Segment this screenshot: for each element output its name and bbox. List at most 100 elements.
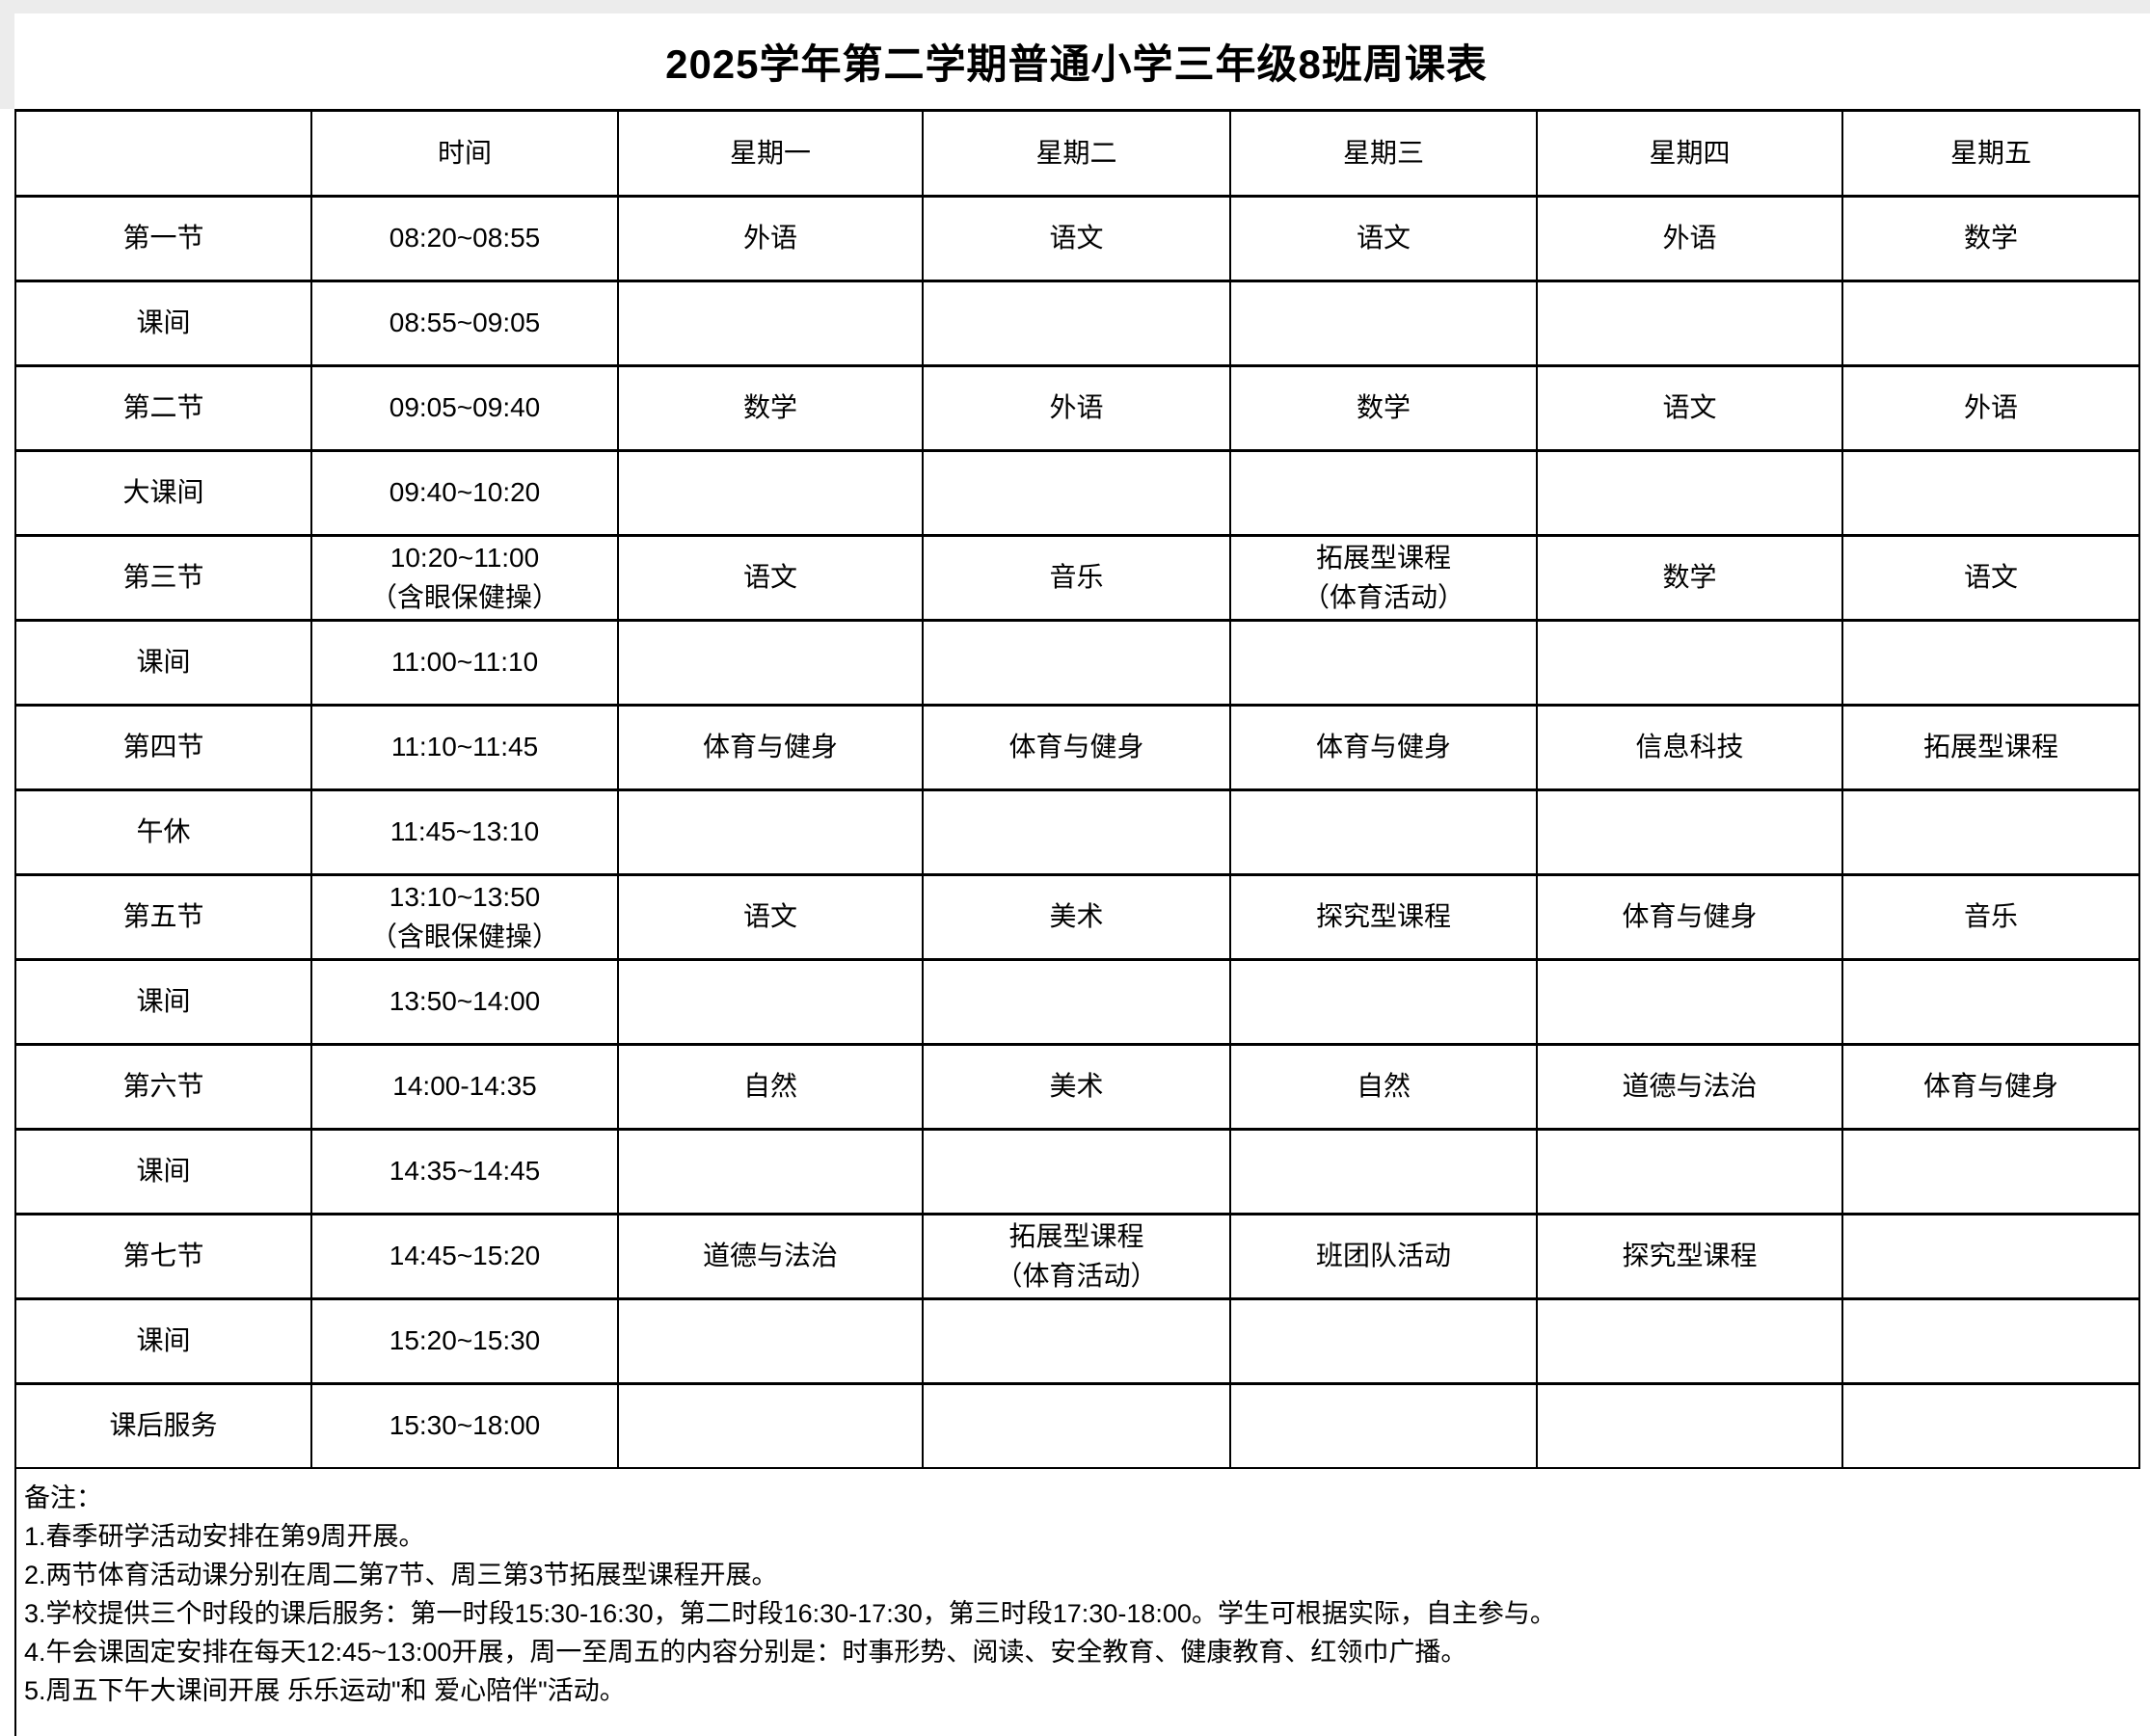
schedule-row: 课后服务 15:30~18:00: [14, 1382, 2140, 1470]
subject-cell: 道德与法治: [617, 1213, 924, 1300]
time-cell: 15:30~18:00: [310, 1382, 619, 1470]
friday-header-cell: 星期五: [1841, 109, 2140, 198]
time-cell: 09:05~09:40: [310, 364, 619, 452]
left-margin-strip: [0, 13, 14, 109]
schedule-row: 第四节 11:10~11:45 体育与健身 体育与健身 体育与健身 信息科技 拓展型课程: [14, 704, 2140, 791]
day-header-row: 时间 星期一 星期二 星期三 星期四 星期五: [14, 109, 2140, 198]
schedule-row: 第一节 08:20~08:55 外语 语文 语文 外语 数学: [14, 195, 2140, 282]
subject-cell: [922, 1297, 1231, 1385]
schedule-row: 课间 13:50~14:00: [14, 958, 2140, 1046]
period-label-cell: 第五节: [14, 873, 312, 961]
top-margin-strip: [0, 0, 2150, 13]
schedule-row: 午休 11:45~13:10: [14, 788, 2140, 876]
subject-cell: 拓展型课程: [1841, 704, 2140, 791]
subject-cell: [922, 1382, 1231, 1470]
notes-section: 备注： 1.春季研学活动安排在第9周开展。 2.两节体育活动课分别在周二第7节、…: [14, 1469, 2145, 1736]
time-cell: 14:35~14:45: [310, 1128, 619, 1215]
period-label-cell: 课间: [14, 619, 312, 707]
time-cell: 15:20~15:30: [310, 1297, 619, 1385]
schedule-row: 课间 08:55~09:05: [14, 280, 2140, 367]
schedule-row: 第七节 14:45~15:20 道德与法治 拓展型课程 （体育活动） 班团队活动 探究型课…: [14, 1213, 2140, 1300]
subject-cell: [1229, 1297, 1538, 1385]
subject-cell: [922, 280, 1231, 367]
schedule-row: 课间 14:35~14:45: [14, 1128, 2140, 1215]
subject-cell: [617, 280, 924, 367]
subject-cell: 外语: [1536, 195, 1843, 282]
subject-cell: 语文: [1229, 195, 1538, 282]
subject-cell: [1229, 958, 1538, 1046]
period-label-cell: 第七节: [14, 1213, 312, 1300]
subject-cell: [617, 619, 924, 707]
subject-cell: 自然: [617, 1043, 924, 1131]
schedule-row: 第五节 13:10~13:50 （含眼保健操） 语文 美术 探究型课程 体育与健身 音乐: [14, 873, 2140, 961]
subject-cell: [922, 958, 1231, 1046]
note-item: 4.午会课固定安排在每天12:45~13:00开展，周一至周五的内容分别是：时事…: [24, 1638, 1467, 1667]
schedule-row: 课间 15:20~15:30: [14, 1297, 2140, 1385]
subject-cell: [617, 1382, 924, 1470]
time-cell: 11:45~13:10: [310, 788, 619, 876]
period-label-cell: 第一节: [14, 195, 312, 282]
time-header-cell: 时间: [310, 109, 619, 198]
subject-cell: [1841, 1297, 2140, 1385]
subject-cell: [1841, 1382, 2140, 1470]
subject-cell: 拓展型课程 （体育活动）: [1229, 534, 1538, 622]
schedule-row: 课间 11:00~11:10: [14, 619, 2140, 707]
time-cell: 08:55~09:05: [310, 280, 619, 367]
subject-cell: 探究型课程: [1536, 1213, 1843, 1300]
subject-cell: 美术: [922, 1043, 1231, 1131]
schedule-row: 第三节 10:20~11:00 （含眼保健操） 语文 音乐 拓展型课程 （体育活动） 数学…: [14, 534, 2140, 622]
time-cell: 11:10~11:45: [310, 704, 619, 791]
subject-cell: [1229, 280, 1538, 367]
subject-cell: 探究型课程: [1229, 873, 1538, 961]
subject-cell: 外语: [617, 195, 924, 282]
subject-cell: [617, 788, 924, 876]
subject-cell: [617, 1128, 924, 1215]
subject-cell: 外语: [922, 364, 1231, 452]
subject-cell: [1536, 1297, 1843, 1385]
time-cell: 14:45~15:20: [310, 1213, 619, 1300]
subject-cell: 数学: [617, 364, 924, 452]
schedule-row: 第二节 09:05~09:40 数学 外语 数学 语文 外语: [14, 364, 2140, 452]
page-title: 2025学年第二学期普通小学三年级8班周课表: [14, 13, 2138, 109]
subject-cell: [1536, 280, 1843, 367]
subject-cell: [1841, 788, 2140, 876]
monday-header-cell: 星期一: [617, 109, 924, 198]
time-cell: 10:20~11:00 （含眼保健操）: [310, 534, 619, 622]
thursday-header-cell: 星期四: [1536, 109, 1843, 198]
note-item: 2.两节体育活动课分别在周二第7节、周三第3节拓展型课程开展。: [24, 1561, 778, 1589]
subject-cell: 语文: [617, 873, 924, 961]
period-label-cell: 课间: [14, 1128, 312, 1215]
subject-cell: 美术: [922, 873, 1231, 961]
subject-cell: [1536, 958, 1843, 1046]
subject-cell: [1229, 1382, 1538, 1470]
tuesday-header-cell: 星期二: [922, 109, 1231, 198]
period-label-cell: 午休: [14, 788, 312, 876]
wednesday-header-cell: 星期三: [1229, 109, 1538, 198]
subject-cell: [1841, 619, 2140, 707]
subject-cell: 体育与健身: [617, 704, 924, 791]
subject-cell: 拓展型课程 （体育活动）: [922, 1213, 1231, 1300]
subject-cell: 自然: [1229, 1043, 1538, 1131]
note-item: 5.周五下午大课间开展 乐乐运动"和 爱心陪伴"活动。: [24, 1676, 626, 1705]
subject-cell: [1841, 1213, 2140, 1300]
time-cell: 13:10~13:50 （含眼保健操）: [310, 873, 619, 961]
subject-cell: 体育与健身: [1536, 873, 1843, 961]
subject-cell: 数学: [1536, 534, 1843, 622]
subject-cell: 体育与健身: [922, 704, 1231, 791]
subject-cell: [1536, 1382, 1843, 1470]
subject-cell: [922, 1128, 1231, 1215]
period-label-cell: 第三节: [14, 534, 312, 622]
period-label-cell: 大课间: [14, 449, 312, 537]
subject-cell: [922, 449, 1231, 537]
subject-cell: [1536, 788, 1843, 876]
subject-cell: [1536, 1128, 1843, 1215]
schedule-row: 大课间 09:40~10:20: [14, 449, 2140, 537]
subject-cell: 数学: [1229, 364, 1538, 452]
corner-cell: [14, 109, 312, 198]
subject-cell: 道德与法治: [1536, 1043, 1843, 1131]
subject-cell: [1229, 1128, 1538, 1215]
subject-cell: [1229, 619, 1538, 707]
subject-cell: [1841, 449, 2140, 537]
subject-cell: [1229, 449, 1538, 537]
subject-cell: [1841, 1128, 2140, 1215]
